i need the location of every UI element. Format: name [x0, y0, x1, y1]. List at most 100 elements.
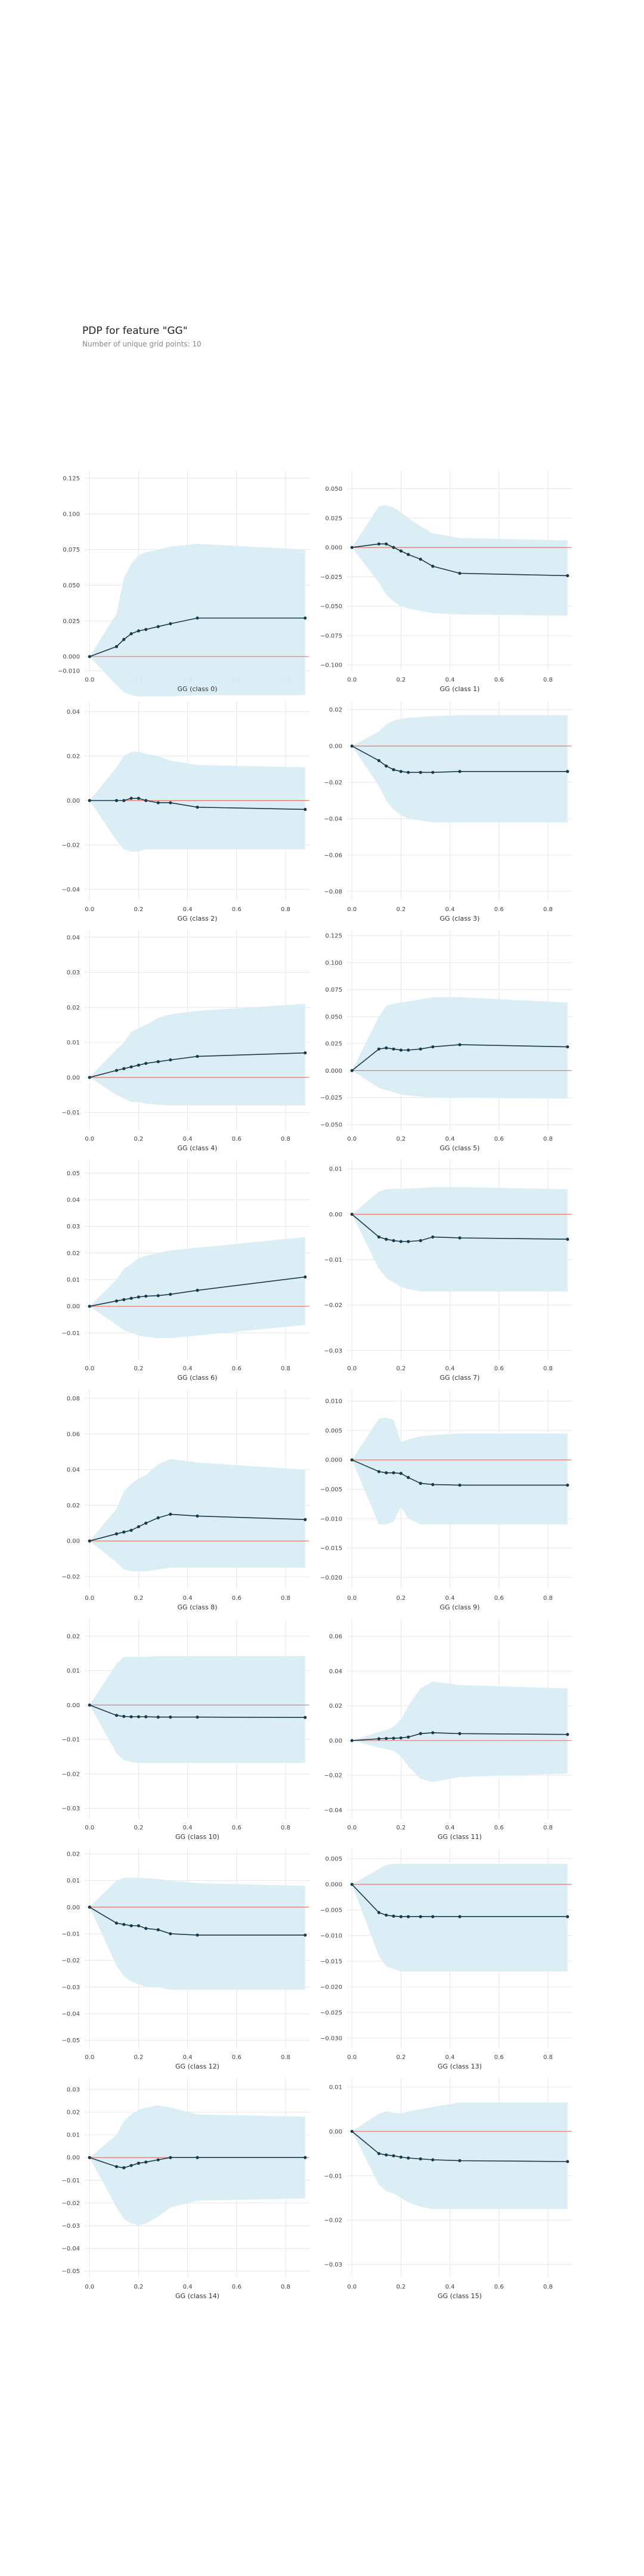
y-tick-label: −0.020 [320, 1575, 342, 1581]
pdp-point [566, 574, 569, 577]
pdp-chart-6: −0.01 0.00 0.01 0.02 0.03 0.04 0.05 0.0 0.2 0.4 0.… [61, 1160, 310, 1382]
y-tick-label: 0.075 [63, 547, 80, 553]
pdp-point [385, 764, 388, 768]
pdp-point [377, 2151, 381, 2156]
x-tick-label: 0.8 [543, 906, 553, 913]
x-tick-label: 0.0 [85, 1595, 94, 1602]
pdp-point [458, 1484, 462, 1487]
pdp-point [129, 1924, 133, 1928]
y-tick-label: 0.01 [67, 1878, 80, 1884]
y-tick-label: −0.04 [61, 2246, 80, 2252]
y-tick-label: −0.01 [324, 2173, 342, 2179]
pdp-point [458, 1043, 462, 1046]
x-axis-label: GG (class 0) [178, 685, 218, 693]
x-tick-label: 0.2 [396, 2284, 405, 2290]
pdp-line [351, 1884, 568, 1917]
y-tick-label: 0.00 [67, 1905, 80, 1911]
x-tick-label: 0.6 [232, 1595, 242, 1602]
y-tick-label: −0.025 [320, 574, 342, 581]
pdp-point [144, 1061, 148, 1065]
y-tick-label: 0.02 [67, 1851, 80, 1857]
y-tick-label: 0.025 [325, 1041, 342, 1048]
pdp-point [377, 1047, 381, 1051]
pdp-point [392, 2154, 395, 2157]
x-tick-label: 0.0 [85, 906, 94, 913]
x-tick-label: 0.8 [543, 2054, 553, 2061]
pdp-point [458, 1732, 462, 1735]
pdp-point [169, 1292, 172, 1296]
pdp-chart-15: −0.03 −0.02 −0.01 0.00 0.01 0.0 0.2 0.4 0.6 0.8 GG… [324, 2078, 572, 2300]
x-axis-label: GG (class 3) [440, 915, 480, 922]
x-axis-label: GG (class 6) [178, 1374, 218, 1382]
x-tick-label: 0.6 [494, 1595, 504, 1602]
pdp-line [351, 1459, 568, 1486]
x-tick-label: 0.4 [183, 2054, 193, 2061]
y-tick-label: −0.05 [61, 2268, 80, 2275]
pdp-chart-1: −0.100 −0.075 −0.050 −0.025 0.000 0.025 0.050 0… [320, 471, 572, 693]
pdp-point [144, 1295, 148, 1298]
x-tick-label: 0.6 [494, 1136, 504, 1143]
pdp-point [144, 628, 148, 631]
pdp-point [392, 1471, 395, 1475]
pdp-point [431, 565, 435, 568]
x-tick-label: 0.4 [183, 1825, 193, 1831]
y-tick-label: 0.000 [325, 545, 342, 552]
x-tick-label: 0.2 [396, 1366, 405, 1372]
x-tick-label: 0.0 [347, 1366, 357, 1372]
x-axis-label: GG (class 5) [440, 1144, 480, 1152]
y-tick-label: −0.05 [61, 2038, 80, 2044]
x-tick-label: 0.4 [445, 906, 455, 913]
y-tick-label: 0.125 [325, 933, 342, 940]
pdp-point [407, 553, 410, 556]
pdp-point [114, 1921, 119, 1925]
pdp-point [114, 1714, 119, 1717]
x-tick-label: 0.4 [445, 1825, 455, 1831]
pdp-chart-0: −0.0100.0000.0250.0500.0750.1000.1250.00… [58, 471, 310, 697]
pdp-point [88, 1905, 91, 1909]
pdp-point [156, 625, 160, 628]
y-tick-label: 0.000 [325, 1068, 342, 1075]
pdp-point [137, 1715, 140, 1719]
y-tick-label: 0.02 [67, 1633, 80, 1640]
x-tick-label: 0.4 [183, 2284, 193, 2290]
pdp-point [169, 622, 172, 626]
pdp-point [129, 2163, 133, 2168]
pdp-point [392, 1736, 395, 1740]
x-tick-label: 0.4 [445, 1366, 455, 1372]
y-tick-label: −0.01 [61, 2178, 80, 2184]
x-tick-label: 0.0 [85, 1825, 94, 1831]
pdp-point [377, 758, 381, 763]
x-tick-label: 0.2 [134, 1136, 143, 1143]
pdp-point [137, 1063, 140, 1067]
y-tick-label: 0.02 [67, 2110, 80, 2116]
x-tick-label: 0.4 [445, 1595, 455, 1602]
pdp-point [129, 1065, 133, 1069]
x-tick-label: 0.6 [232, 1366, 242, 1372]
x-axis-label: GG (class 8) [178, 1603, 218, 1611]
pdp-point [431, 1045, 435, 1049]
pdp-chart-2: −0.04 −0.02 0.00 0.02 0.04 0.0 0.2 0.4 0.6 0.8 GG … [61, 701, 310, 922]
pdp-point [431, 1731, 435, 1735]
pdp-point [419, 1915, 422, 1918]
y-tick-label: −0.02 [324, 1302, 342, 1309]
x-tick-label: 0.4 [445, 677, 455, 683]
pdp-point [458, 1236, 462, 1240]
pdp-point [144, 1927, 148, 1930]
pdp-point [350, 1883, 354, 1886]
x-tick-label: 0.0 [85, 677, 94, 683]
pdp-point [419, 1482, 422, 1485]
x-tick-label: 0.4 [183, 1136, 193, 1143]
pdp-point [407, 1476, 410, 1479]
pdp-point [169, 801, 172, 804]
x-tick-label: 0.8 [543, 677, 553, 683]
pdp-point [196, 1933, 199, 1937]
pdp-point [385, 1736, 388, 1741]
y-tick-label: −0.04 [324, 1807, 342, 1814]
pdp-point [407, 1240, 410, 1243]
y-tick-label: 0.06 [329, 1634, 342, 1640]
pdp-point [385, 1046, 388, 1049]
pdp-point [304, 807, 307, 811]
pdp-point [129, 1528, 133, 1532]
pdp-point [169, 2156, 172, 2159]
x-tick-label: 0.8 [281, 2284, 290, 2290]
